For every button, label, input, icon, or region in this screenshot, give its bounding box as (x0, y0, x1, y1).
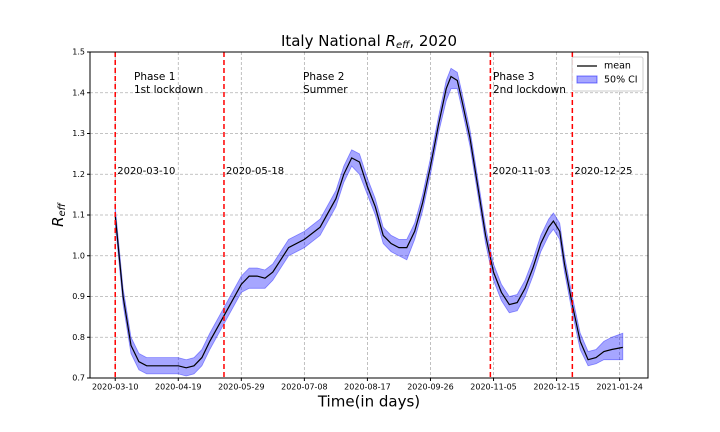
y-axis-label: Reff (49, 201, 69, 227)
title-text: , 2020 (409, 32, 457, 50)
phase-annotation: Summer (303, 84, 348, 96)
legend-label: mean (604, 61, 631, 72)
x-tick-label: 2020-12-15 (533, 383, 580, 392)
y-tick-label: 0.8 (72, 333, 85, 342)
legend-label: 50% CI (604, 75, 638, 86)
phase-annotation: Phase 3 (493, 71, 534, 83)
legend: mean 50% CI (571, 56, 644, 92)
ci-band (114, 67, 624, 377)
phase-annotation: Phase 1 (134, 71, 175, 83)
title-text: Italy National (281, 32, 386, 50)
date-annotation: 2020-05-18 (226, 166, 284, 177)
x-tick-label: 2021-01-24 (596, 383, 643, 392)
phase-annotation: 2nd lockdown (493, 84, 566, 96)
x-tick-label: 2020-03-10 (92, 383, 139, 392)
y-tick-label: 1.2 (72, 170, 85, 179)
title-symbol: R (386, 32, 396, 50)
chart-title: Italy National Reff, 2020 (281, 32, 457, 52)
date-annotation: 2020-11-03 (492, 166, 550, 177)
x-axis-label: Time(in days) (317, 393, 420, 411)
phase-annotation: Phase 2 (303, 71, 344, 83)
x-tick-label: 2020-11-05 (470, 383, 517, 392)
mean-line (114, 75, 623, 369)
y-tick-label: 1.3 (72, 129, 85, 138)
date-annotation: 2020-03-10 (117, 166, 175, 177)
y-tick-label: 1.4 (72, 88, 85, 97)
y-tick-label: 0.7 (72, 374, 85, 383)
title-subscript: eff (396, 40, 411, 51)
x-tick-label: 2020-04-19 (155, 383, 202, 392)
x-tick-label: 2020-07-08 (281, 383, 328, 392)
y-tick-label: 0.9 (72, 292, 85, 301)
plot-frame (89, 51, 649, 379)
x-tick-label: 2020-05-29 (218, 383, 265, 392)
y-label-symbol: R (49, 216, 67, 226)
y-label-subscript: eff (57, 201, 68, 216)
y-tick-label: 1.5 (72, 48, 85, 57)
date-annotation: 2020-12-25 (574, 166, 632, 177)
x-tick-label: 2020-09-26 (407, 383, 454, 392)
legend-swatch (576, 75, 598, 84)
x-tick-label: 2020-08-17 (344, 383, 391, 392)
phase-annotation: 1st lockdown (134, 84, 203, 96)
y-tick-label: 1.1 (72, 211, 85, 220)
y-tick-label: 1.0 (72, 251, 85, 260)
